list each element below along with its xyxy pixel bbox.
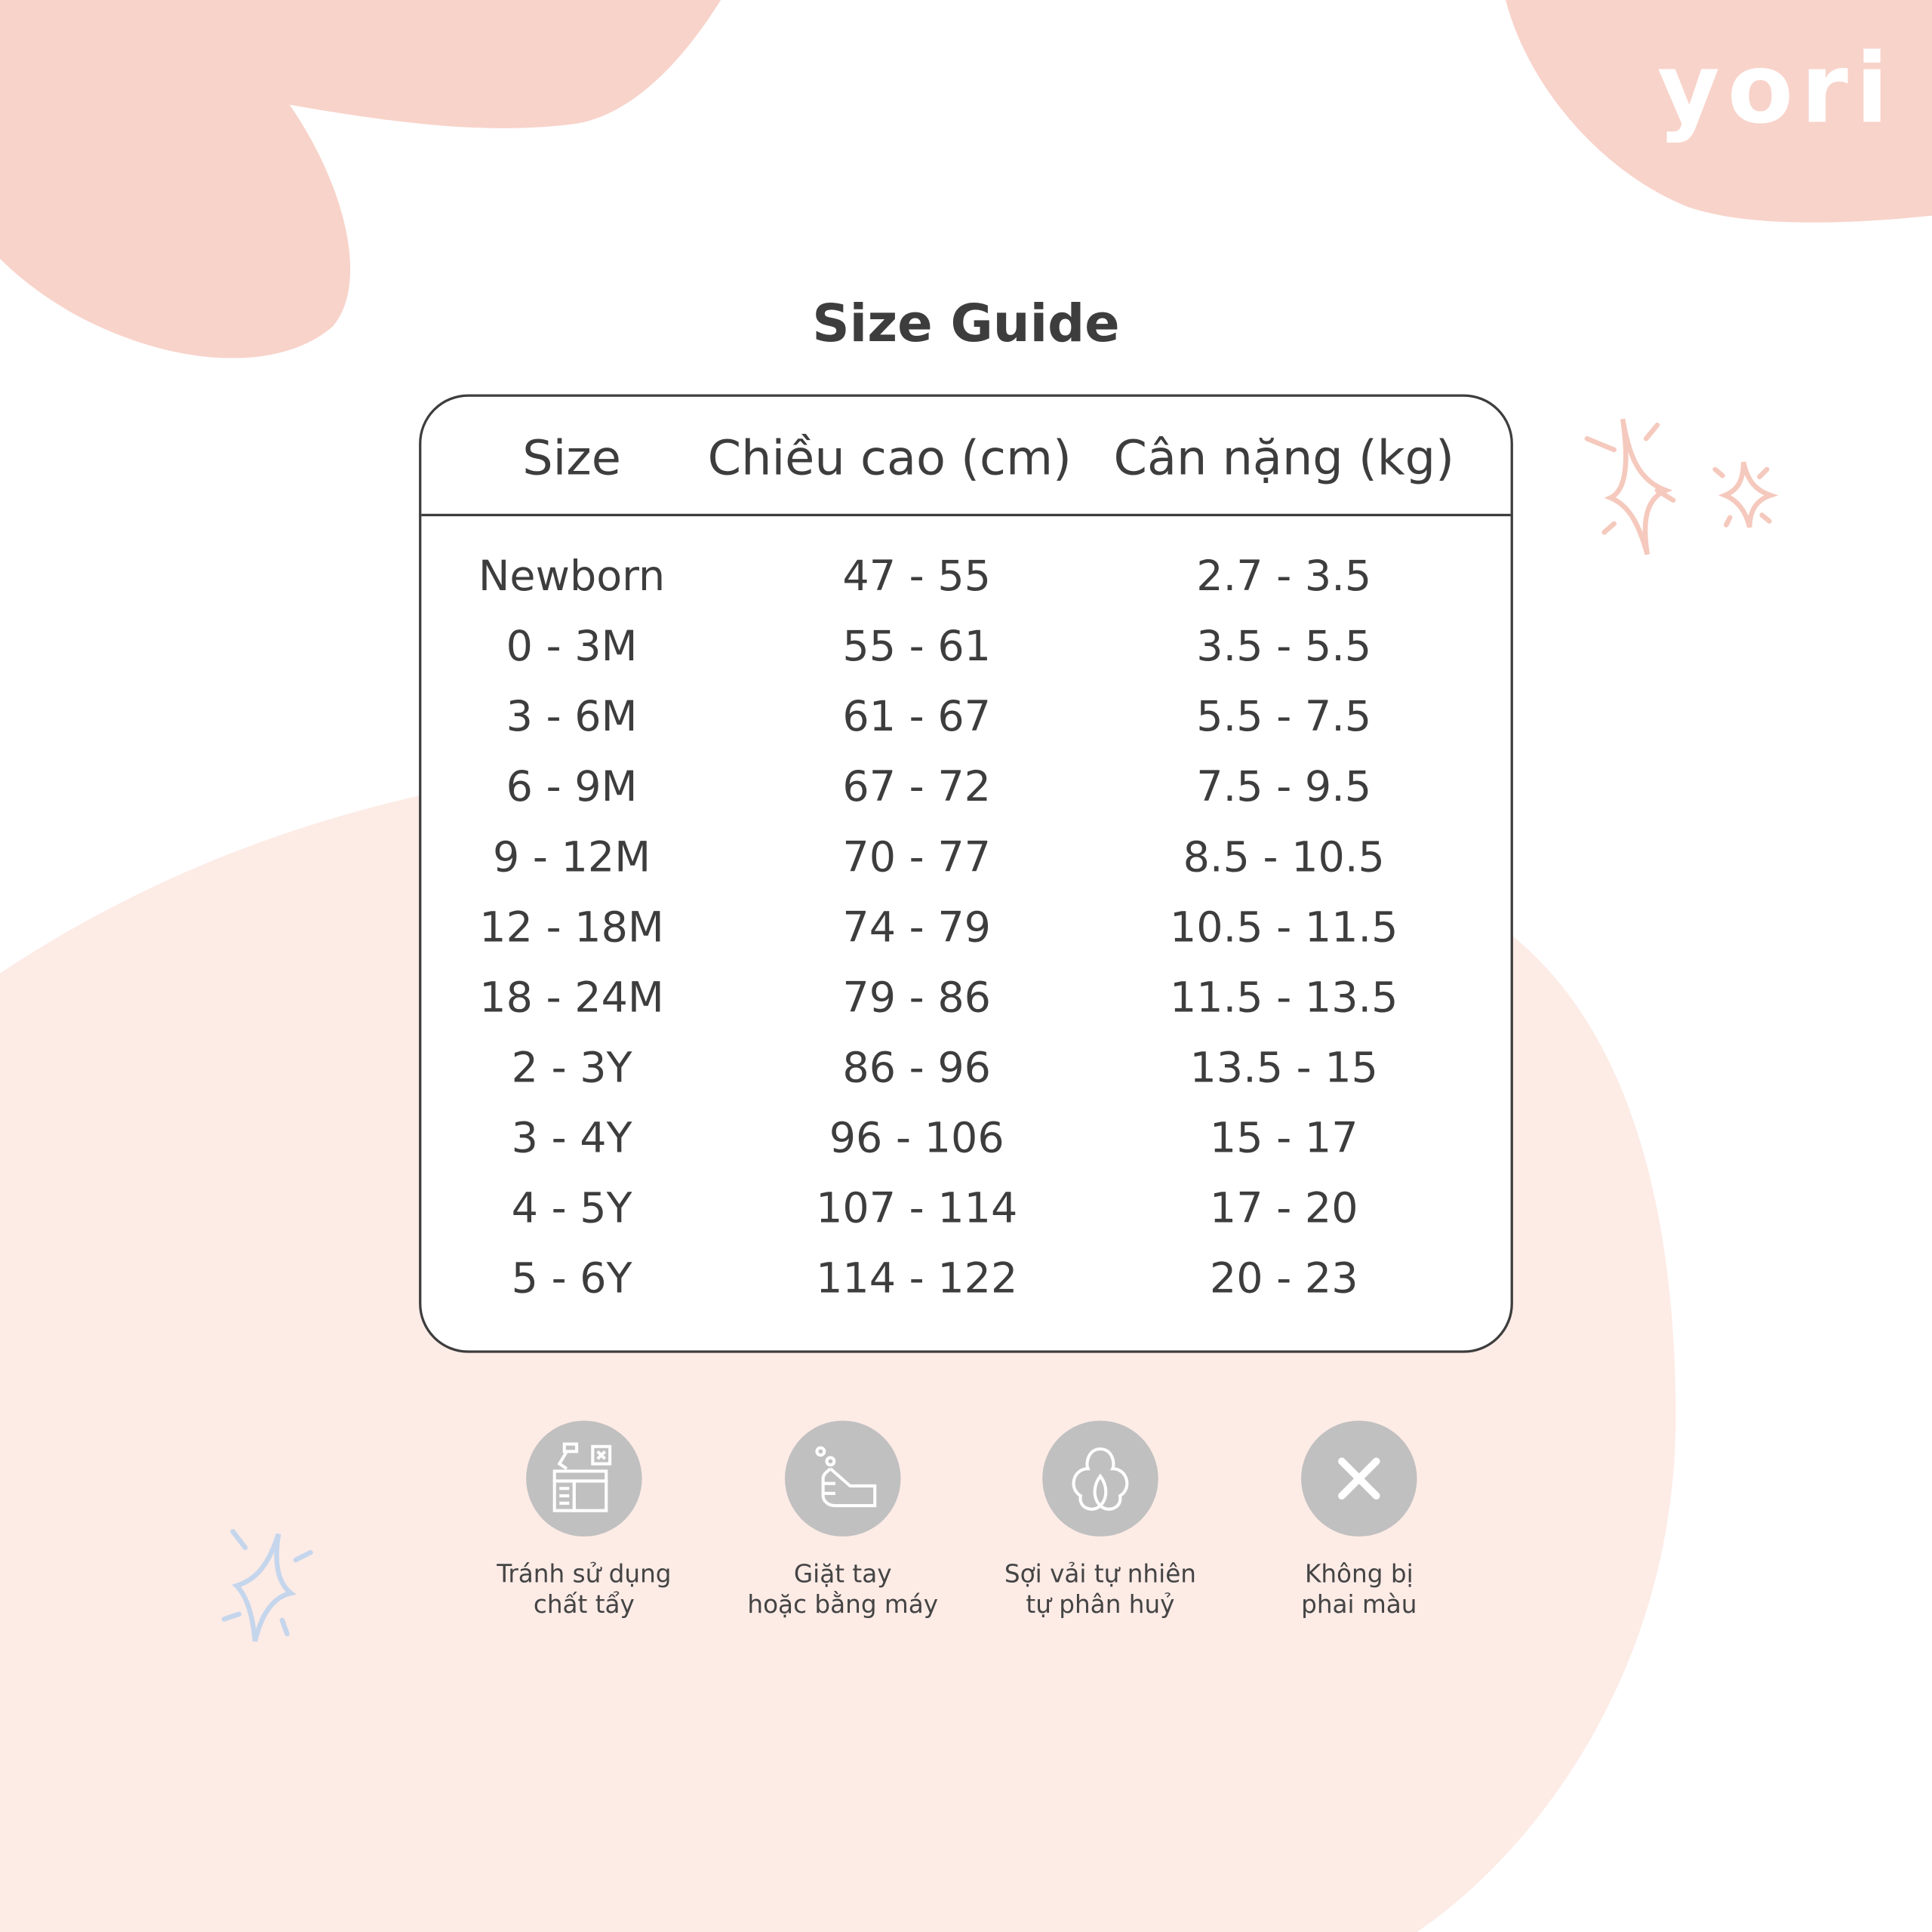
sparkle-icon-blue <box>221 1529 313 1642</box>
table-row: 5 - 6Y 114 - 122 20 - 23 <box>421 1254 1510 1324</box>
column-header-weight: Cân nặng (kg) <box>1113 431 1454 487</box>
care-feature: Giặt tay hoặc bằng máy <box>719 1420 966 1620</box>
table-row: 0 - 3M 55 - 61 3.5 - 5.5 <box>421 622 1510 692</box>
cell-size: 3 - 4Y <box>511 1113 632 1164</box>
table-row: 12 - 18M 74 - 79 10.5 - 11.5 <box>421 903 1510 974</box>
cell-weight: 3.5 - 5.5 <box>1196 622 1372 672</box>
feature-label: Tránh sử dụng chất tẩy <box>461 1558 708 1620</box>
cell-height: 55 - 61 <box>842 622 991 672</box>
feature-label-line: chất tẩy <box>533 1589 635 1620</box>
cell-height: 67 - 72 <box>842 762 991 812</box>
cell-weight: 11.5 - 13.5 <box>1169 973 1398 1023</box>
feature-label: Không bị phai màu <box>1236 1558 1483 1620</box>
cell-size: 2 - 3Y <box>511 1043 632 1094</box>
table-header: Size Chiều cao (cm) Cân nặng (kg) <box>421 397 1511 517</box>
cell-weight: 2.7 - 3.5 <box>1196 552 1372 601</box>
feature-label: Sợi vải tự nhiên tự phân huỷ <box>977 1558 1224 1620</box>
table-row: 18 - 24M 79 - 86 11.5 - 13.5 <box>421 974 1510 1044</box>
cell-weight: 20 - 23 <box>1209 1254 1358 1304</box>
feature-label-line: Không bị <box>1304 1558 1414 1589</box>
feature-label: Giặt tay hoặc bằng máy <box>719 1558 966 1620</box>
feature-label-line: Giặt tay <box>793 1558 892 1589</box>
blob-top-left <box>0 0 721 358</box>
cell-size: 5 - 6Y <box>511 1254 632 1304</box>
cell-size: 18 - 24M <box>479 973 664 1023</box>
feature-label-line: Tránh sử dụng <box>497 1558 672 1589</box>
page-title: Size Guide <box>812 293 1120 354</box>
sparkle-icon-pink <box>1584 418 1779 555</box>
table-row: 9 - 12M 70 - 77 8.5 - 10.5 <box>421 833 1510 903</box>
cell-height: 74 - 79 <box>842 903 991 953</box>
table-row: Newborn 47 - 55 2.7 - 3.5 <box>421 552 1510 622</box>
table-row: 6 - 9M 67 - 72 7.5 - 9.5 <box>421 763 1510 833</box>
table-row: 3 - 6M 61 - 67 5.5 - 7.5 <box>421 693 1510 763</box>
cell-height: 79 - 86 <box>842 973 991 1023</box>
table-row: 4 - 5Y 107 - 114 17 - 20 <box>421 1184 1510 1254</box>
table-row: 3 - 4Y 96 - 106 15 - 17 <box>421 1114 1510 1184</box>
cell-size: 9 - 12M <box>492 832 651 882</box>
cell-size: 3 - 6M <box>506 692 638 742</box>
blob-top-right <box>1506 0 1932 223</box>
cell-height: 70 - 77 <box>842 832 991 882</box>
x-icon <box>1301 1420 1417 1537</box>
cell-weight: 8.5 - 10.5 <box>1183 832 1385 882</box>
care-feature: Không bị phai màu <box>1236 1420 1483 1620</box>
hand-wash-icon <box>784 1420 901 1537</box>
cell-size: 0 - 3M <box>506 622 638 672</box>
cell-weight: 15 - 17 <box>1209 1113 1358 1164</box>
cell-height: 96 - 106 <box>829 1113 1004 1164</box>
table-row: 2 - 3Y 86 - 96 13.5 - 15 <box>421 1044 1510 1114</box>
care-feature: Sợi vải tự nhiên tự phân huỷ <box>977 1420 1224 1620</box>
care-feature: Tránh sử dụng chất tẩy <box>461 1420 708 1620</box>
cell-weight: 13.5 - 15 <box>1189 1043 1379 1094</box>
feature-label-line: Sợi vải tự nhiên <box>1004 1558 1196 1589</box>
cell-height: 114 - 122 <box>816 1254 1018 1304</box>
cell-weight: 5.5 - 7.5 <box>1196 692 1372 742</box>
brand-logo: yori <box>1657 34 1897 146</box>
cell-height: 107 - 114 <box>816 1183 1018 1234</box>
cotton-icon <box>1042 1420 1158 1537</box>
size-table: Size Chiều cao (cm) Cân nặng (kg) Newbor… <box>419 394 1513 1353</box>
cell-size: Newborn <box>478 552 666 601</box>
cell-height: 47 - 55 <box>842 552 991 601</box>
feature-label-line: tự phân huỷ <box>1026 1589 1175 1620</box>
feature-label-line: phai màu <box>1301 1589 1417 1620</box>
column-header-height: Chiều cao (cm) <box>707 431 1072 487</box>
cell-size: 4 - 5Y <box>511 1183 632 1234</box>
cell-size: 12 - 18M <box>479 903 664 953</box>
cell-height: 86 - 96 <box>842 1043 991 1094</box>
cell-weight: 7.5 - 9.5 <box>1196 762 1372 812</box>
cell-weight: 10.5 - 11.5 <box>1169 903 1398 953</box>
no-bleach-icon <box>526 1420 642 1537</box>
cell-size: 6 - 9M <box>506 762 638 812</box>
column-header-size: Size <box>522 431 621 487</box>
cell-height: 61 - 67 <box>842 692 991 742</box>
feature-label-line: hoặc bằng máy <box>747 1589 939 1620</box>
cell-weight: 17 - 20 <box>1209 1183 1358 1234</box>
